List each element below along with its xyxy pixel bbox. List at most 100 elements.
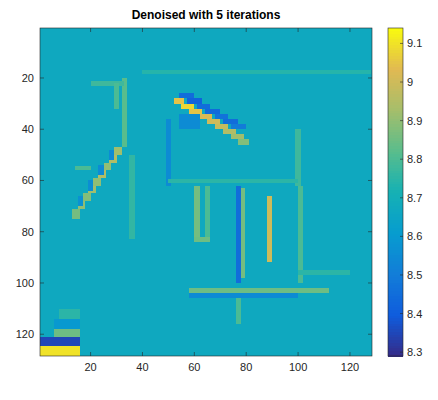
y-tick [40, 77, 44, 78]
y-tick-label: 80 [22, 226, 34, 238]
x-tick [90, 28, 91, 32]
cell [59, 309, 80, 319]
x-tick-label: 20 [84, 361, 96, 373]
colorbar-tick-label: 8.8 [407, 153, 422, 165]
cell [215, 124, 228, 129]
cell [223, 129, 236, 134]
y-tick [368, 231, 372, 232]
cell [78, 196, 83, 206]
colorbar-tick [400, 120, 403, 121]
cell [194, 237, 210, 242]
colorbar-tick [400, 43, 403, 44]
cell [91, 81, 125, 86]
cell [189, 293, 298, 298]
x-tick [142, 28, 143, 32]
x-tick-label: 60 [188, 361, 200, 373]
x-tick-label: 80 [240, 361, 252, 373]
colorbar-frame [388, 28, 403, 356]
cell [187, 98, 203, 103]
y-tick-label: 100 [16, 277, 34, 289]
cell [129, 155, 134, 240]
colorbar-tick [400, 236, 403, 237]
x-tick [194, 28, 195, 32]
cell [298, 270, 350, 275]
cell [236, 186, 241, 283]
cell [231, 124, 247, 129]
chart: Denoised with 5 iterations 20 40 60 80 100 120… [0, 0, 438, 400]
cell [114, 83, 119, 109]
cell [298, 186, 303, 283]
colorbar: 8.3 8.4 8.5 8.6 8.7 8.8 8.9 9 9.1 [388, 28, 422, 358]
y-tick-label: 20 [22, 72, 34, 84]
cell [267, 196, 272, 263]
cell [241, 188, 245, 278]
x-tick [298, 28, 299, 32]
colorbar-tick-label: 8.4 [407, 308, 422, 320]
cell [168, 179, 298, 183]
cell [114, 147, 122, 155]
cell [40, 337, 80, 346]
x-tick [298, 352, 299, 356]
plot-frame [40, 28, 372, 356]
colorbar-tick-label: 8.9 [407, 115, 422, 127]
y-tick-label: 40 [22, 123, 34, 135]
cell [166, 119, 171, 186]
cell [205, 186, 210, 242]
cell [238, 139, 248, 144]
cell [179, 114, 200, 129]
y-tick-label: 120 [16, 328, 34, 340]
colorbar-tick-label: 8.3 [407, 346, 422, 358]
y-tick [368, 129, 372, 130]
y-tick [40, 129, 44, 130]
cell [88, 180, 93, 190]
cell [54, 319, 80, 329]
colorbar-swatch [388, 28, 403, 31]
y-tick-label: 60 [22, 174, 34, 186]
title: Denoised with 5 iterations [132, 8, 281, 22]
colorbar-tick [400, 82, 403, 83]
colorbar-tick-label: 8.6 [407, 230, 422, 242]
x-tick-label: 100 [289, 361, 307, 373]
y-tick [40, 334, 44, 335]
cell [40, 28, 372, 356]
cell [223, 119, 239, 124]
y-tick [40, 282, 44, 283]
cell [181, 104, 194, 109]
y-tick [368, 180, 372, 181]
cell [72, 209, 80, 219]
y-tick [368, 334, 372, 335]
cell [104, 163, 112, 171]
colorbar-tick-label: 8.7 [407, 192, 422, 204]
cell [215, 114, 228, 119]
x-tick [142, 352, 143, 356]
cell [236, 298, 241, 324]
cell [200, 114, 213, 119]
cell [189, 109, 202, 114]
x-tick [349, 352, 350, 356]
x-tick [90, 352, 91, 356]
colorbar-tick-label: 9.1 [407, 37, 422, 49]
cells [40, 28, 372, 356]
x-tick [246, 352, 247, 356]
y-tick [40, 231, 44, 232]
cell [174, 98, 184, 103]
cell [142, 70, 370, 74]
cell [54, 329, 80, 337]
cell [109, 150, 114, 160]
cell [75, 166, 91, 170]
colorbar-tick-label: 9 [407, 76, 413, 88]
cell [295, 129, 300, 185]
colorbar-tick [400, 274, 403, 275]
x-tick-label: 40 [136, 361, 148, 373]
cell [189, 288, 329, 293]
cell [231, 134, 244, 139]
x-tick-label: 120 [341, 361, 359, 373]
y-tick [368, 282, 372, 283]
x-tick [194, 352, 195, 356]
cell [98, 165, 103, 175]
colorbar-tick-label: 8.5 [407, 269, 422, 281]
cell [207, 119, 220, 124]
colorbar-tick [400, 313, 403, 314]
x-tick [349, 28, 350, 32]
y-tick [368, 77, 372, 78]
